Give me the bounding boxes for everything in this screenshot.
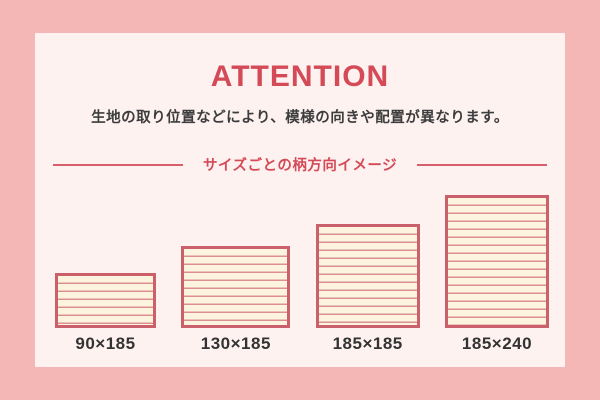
divider-line-left — [53, 163, 183, 166]
rug-swatch — [444, 195, 549, 328]
size-label: 185×240 — [461, 334, 533, 353]
notice-card: ATTENTION 生地の取り位置などにより、模様の向きや配置が異なります。 サ… — [35, 33, 565, 367]
rug-swatch — [55, 273, 156, 328]
size-label: 185×185 — [332, 334, 403, 353]
rug-swatch — [315, 224, 420, 328]
divider-line-right — [417, 163, 548, 166]
size-item: 130×185 — [181, 246, 291, 354]
size-label: 90×185 — [75, 334, 136, 353]
size-diagram: 90×185 130×185 185×185 185×240 — [55, 195, 549, 354]
size-item: 90×185 — [55, 273, 156, 354]
size-item: 185×240 — [444, 195, 549, 354]
notice-description: 生地の取り位置などにより、模様の向きや配置が異なります。 — [91, 110, 509, 126]
size-label: 130×185 — [200, 334, 271, 353]
section-divider: サイズごとの柄方向イメージ — [53, 154, 548, 175]
size-item: 185×185 — [315, 224, 420, 354]
attention-title: ATTENTION — [210, 60, 390, 93]
rug-swatch — [181, 246, 291, 328]
section-heading: サイズごとの柄方向イメージ — [202, 158, 398, 174]
